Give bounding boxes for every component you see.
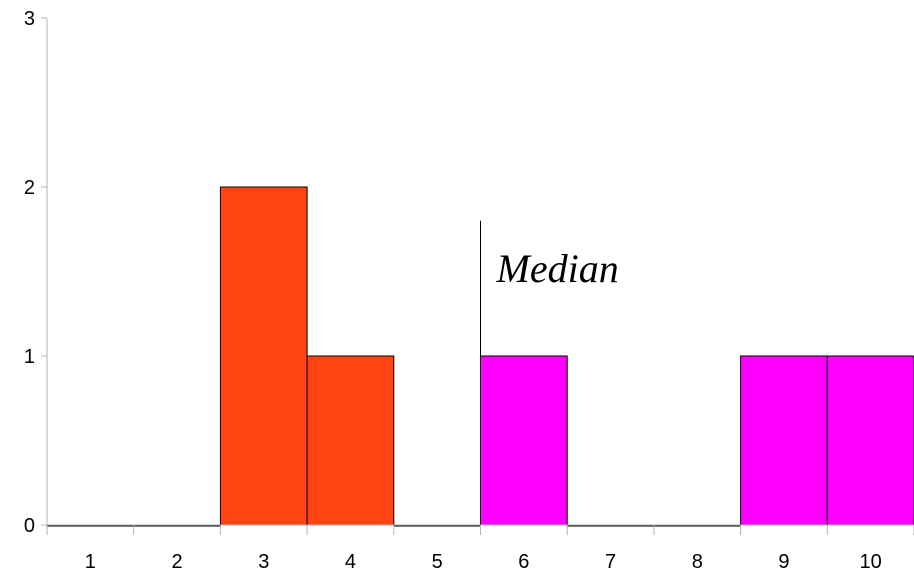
median-label: Median <box>496 246 619 291</box>
bar-9 <box>740 355 828 526</box>
bar-6 <box>480 355 568 526</box>
x-tick-label: 8 <box>692 551 703 573</box>
bar-3 <box>219 186 308 526</box>
x-tick-label: 5 <box>432 551 443 573</box>
y-tick-label: 0 <box>24 515 35 537</box>
x-tick-label: 9 <box>778 551 789 573</box>
x-tick-label: 2 <box>171 551 182 573</box>
x-tick-label: 3 <box>258 551 269 573</box>
y-ticks-group: 0 1 2 3 <box>24 8 47 537</box>
y-tick-label: 1 <box>24 346 35 368</box>
bars-group <box>46 186 914 527</box>
x-ticks-group: 1 2 3 4 5 6 7 8 9 10 <box>46 525 914 573</box>
y-tick-label: 2 <box>24 177 35 199</box>
bar-4 <box>306 355 395 526</box>
y-tick-label: 3 <box>24 8 35 30</box>
bar-10 <box>826 355 914 526</box>
x-tick-label: 7 <box>605 551 616 573</box>
x-tick-label: 10 <box>860 551 882 573</box>
x-tick-label: 4 <box>345 551 356 573</box>
x-tick-label: 6 <box>518 551 529 573</box>
x-tick-label: 1 <box>85 551 96 573</box>
